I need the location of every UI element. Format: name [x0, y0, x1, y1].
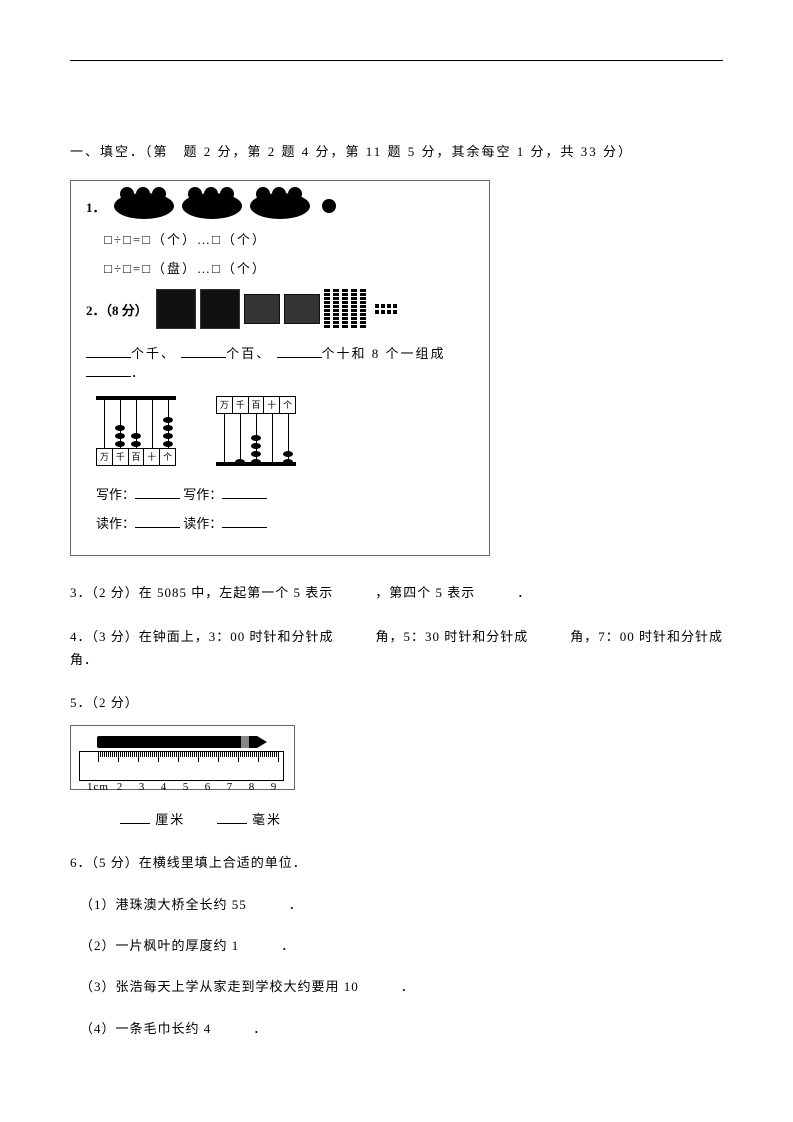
ten-rod-icon	[351, 289, 357, 329]
ruler-number: 9	[271, 778, 278, 798]
mm-label: 毫米	[252, 812, 282, 827]
blank-input[interactable]	[217, 810, 247, 824]
q2-number: 2．（8 分）	[86, 300, 148, 319]
cm-label: 厘米	[155, 812, 185, 827]
text-part: 个十和 8 个一组成	[322, 346, 446, 361]
read-label: 读作：	[183, 516, 222, 531]
ruler-number: 3	[139, 778, 146, 798]
q6-sub-2: （2）一片枫叶的厚度约 1 ．	[80, 934, 723, 957]
text-part: 个千、	[131, 346, 176, 361]
ruler-number: 8	[249, 778, 256, 798]
ruler-number: 4	[161, 778, 168, 798]
abacus-row: 万 千 百 十 个 万 千 百 十 个	[96, 396, 474, 466]
fruit-plate-icon	[250, 193, 310, 219]
read-label: 读作：	[96, 516, 135, 531]
ruler-number: 7	[227, 778, 234, 798]
q1-number: 1．	[86, 197, 106, 216]
q1-image-row: 1．	[86, 193, 474, 219]
ruler-icon: 1cm 2 3 4 5 6 7 8 9	[79, 751, 284, 781]
blank-input[interactable]	[181, 344, 226, 358]
boxed-questions-1-2: 1． □÷□=□（个）…□（个） □÷□=□（盘）…□（个） 2．（8 分） 个…	[70, 180, 490, 556]
ruler-number: 2	[117, 778, 124, 798]
q6-sub-3: （3）张浩每天上学从家走到学校大约要用 10 ．	[80, 975, 723, 998]
single-fruit-icon	[322, 199, 336, 213]
ten-rod-icon	[324, 289, 330, 329]
abacus-digit-label: 个	[160, 449, 175, 465]
question-3: 3．（2 分）在 5085 中，左起第一个 5 表示 ，第四个 5 表示 ．	[70, 581, 723, 604]
abacus-digit-label: 十	[144, 449, 160, 465]
q1-expression-2: □÷□=□（盘）…□（个）	[104, 258, 474, 277]
q2-fill-blanks: 个千、 个百、 个十和 8 个一组成 ．	[86, 343, 474, 381]
blank-input[interactable]	[277, 344, 322, 358]
q6-sub-1: （1）港珠澳大桥全长约 55 ．	[80, 893, 723, 916]
ten-rod-icon	[342, 289, 348, 329]
text-part: 个百、	[226, 346, 271, 361]
section-header: 一、填空．（第 题 2 分，第 2 题 4 分，第 11 题 5 分，其余每空 …	[70, 141, 723, 160]
q6-stem: 6．（5 分）在横线里填上合适的单位．	[70, 851, 723, 874]
q5-label: 5．（2 分）	[70, 691, 723, 714]
abacus-digit-label: 千	[233, 397, 249, 413]
ruler-number: 1cm	[87, 778, 109, 798]
abacus-digit-label: 十	[264, 397, 280, 413]
thousand-cube-icon	[156, 289, 196, 329]
ruler-number: 6	[205, 778, 212, 798]
hundred-flat-icon	[284, 294, 320, 324]
abacus-digit-label: 万	[97, 449, 113, 465]
q2-write-read: 写作： 写作： 读作： 读作：	[96, 481, 474, 538]
abacus-digit-label: 万	[217, 397, 233, 413]
abacus-1-icon: 万 千 百 十 个	[96, 396, 176, 466]
blank-input[interactable]	[222, 485, 267, 499]
thousand-cube-icon	[200, 289, 240, 329]
blank-input[interactable]	[222, 514, 267, 528]
write-label: 写作：	[96, 487, 135, 502]
abacus-digit-label: 千	[113, 449, 129, 465]
top-horizontal-rule	[70, 60, 723, 61]
ruler-figure-box: 1cm 2 3 4 5 6 7 8 9	[70, 725, 295, 790]
q2-image-row: 2．（8 分）	[86, 289, 474, 329]
blank-input[interactable]	[86, 344, 131, 358]
blank-input[interactable]	[120, 810, 150, 824]
q5-unit-blanks: 厘米 毫米	[120, 808, 723, 831]
blank-input[interactable]	[86, 363, 131, 377]
fruit-plate-icon	[114, 193, 174, 219]
unit-cubes-icon	[375, 304, 397, 314]
hundred-flat-icon	[244, 294, 280, 324]
blank-input[interactable]	[135, 514, 180, 528]
write-label: 写作：	[183, 487, 222, 502]
question-5: 5．（2 分） 1cm 2 3 4 5 6 7 8 9 厘米 毫米	[70, 691, 723, 831]
pencil-icon	[97, 736, 257, 748]
ten-rod-icon	[360, 289, 366, 329]
text-part: ．	[131, 365, 146, 380]
abacus-digit-label: 百	[129, 449, 145, 465]
ruler-number: 5	[183, 778, 190, 798]
abacus-digit-label: 个	[280, 397, 295, 413]
q1-expression-1: □÷□=□（个）…□（个）	[104, 229, 474, 248]
abacus-digit-label: 百	[249, 397, 265, 413]
question-6: 6．（5 分）在横线里填上合适的单位． （1）港珠澳大桥全长约 55 ． （2）…	[70, 851, 723, 1040]
ten-rod-icon	[333, 289, 339, 329]
question-4: 4．（3 分）在钟面上，3：00 时针和分针成 角，5：30 时针和分针成 角，…	[70, 625, 723, 672]
fruit-plate-icon	[182, 193, 242, 219]
abacus-2-icon: 万 千 百 十 个	[216, 396, 296, 466]
blank-input[interactable]	[135, 485, 180, 499]
q6-sub-4: （4）一条毛巾长约 4 ．	[80, 1017, 723, 1040]
